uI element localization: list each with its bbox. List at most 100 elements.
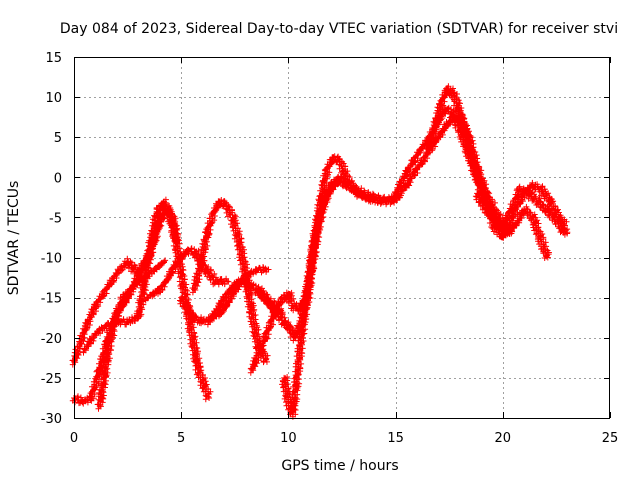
data-point [178, 294, 185, 301]
data-point [124, 258, 131, 265]
data-point [409, 158, 416, 165]
data-point [206, 270, 213, 277]
y-tick-label: 15 [45, 51, 62, 66]
data-point [236, 238, 243, 245]
data-point [424, 146, 431, 153]
data-point [328, 186, 335, 193]
data-point [197, 262, 204, 269]
data-point [191, 286, 198, 293]
data-point [148, 238, 155, 245]
y-tick-label: -25 [41, 372, 62, 387]
data-point [499, 234, 506, 241]
data-point [81, 326, 88, 333]
series-track-4 [94, 257, 169, 412]
data-point [516, 186, 523, 193]
data-point [103, 322, 110, 329]
data-point [285, 398, 292, 405]
data-point [81, 346, 88, 353]
series-markers [69, 203, 182, 407]
data-point [529, 214, 536, 221]
data-point [285, 290, 292, 297]
x-tick-label: 15 [387, 431, 404, 446]
data-point [538, 186, 545, 193]
data-point [240, 278, 247, 285]
data-point [512, 222, 519, 229]
data-point [214, 306, 221, 313]
data-point [448, 110, 455, 117]
data-point [534, 198, 541, 205]
data-point [105, 346, 112, 353]
data-point [287, 326, 294, 333]
data-point [469, 158, 476, 165]
x-tick-label: 5 [177, 431, 185, 446]
data-point [392, 190, 399, 197]
data-points [69, 83, 571, 420]
series-track-12 [288, 111, 516, 314]
data-point [330, 154, 337, 161]
data-point [227, 286, 234, 293]
data-point [371, 194, 378, 201]
data-point [506, 222, 513, 229]
data-point [103, 286, 110, 293]
y-tick-label: -15 [41, 292, 62, 307]
data-point [281, 318, 288, 325]
chart-title: Day 084 of 2023, Sidereal Day-to-day VTE… [60, 21, 618, 37]
data-point [381, 196, 388, 203]
data-point [478, 182, 485, 189]
data-point [161, 198, 168, 205]
data-point [450, 90, 457, 97]
data-point [551, 214, 558, 221]
data-point [109, 326, 116, 333]
data-point [229, 290, 236, 297]
data-point [120, 294, 127, 301]
series-track-3 [80, 196, 169, 356]
series-track-11 [279, 153, 404, 420]
y-tick-label: 5 [54, 131, 62, 146]
series-markers [288, 111, 516, 314]
data-point [274, 310, 281, 317]
data-point [178, 270, 185, 277]
x-axis-label: GPS time / hours [281, 458, 398, 474]
data-point [491, 214, 498, 221]
data-point [150, 290, 157, 297]
data-point [499, 222, 506, 229]
data-point [263, 266, 270, 273]
data-point [161, 258, 168, 265]
data-point [538, 238, 545, 245]
data-point [298, 334, 305, 341]
data-point [291, 334, 298, 341]
x-tick-label: 25 [602, 431, 619, 446]
y-tick-label: -30 [41, 412, 62, 427]
data-point [146, 270, 153, 277]
series-track-5 [142, 245, 232, 304]
data-point [289, 302, 296, 309]
data-point [281, 374, 288, 381]
data-point [564, 230, 571, 237]
data-point [321, 198, 328, 205]
data-point [456, 110, 463, 117]
data-point [135, 278, 142, 285]
data-point [525, 190, 532, 197]
y-tick-label: -5 [49, 211, 62, 226]
series-markers [423, 83, 552, 261]
data-point [474, 190, 481, 197]
data-point [463, 134, 470, 141]
data-point [255, 350, 262, 357]
y-tick-label: -10 [41, 252, 62, 267]
data-point [360, 190, 367, 197]
x-tick-label: 0 [70, 431, 78, 446]
data-point [206, 394, 213, 401]
data-point [221, 294, 228, 301]
data-point [96, 402, 103, 409]
data-point [171, 262, 178, 269]
data-point [126, 286, 133, 293]
data-point [529, 182, 536, 189]
data-point [544, 254, 551, 261]
data-point [113, 270, 120, 277]
data-point [212, 278, 219, 285]
data-point [178, 254, 185, 261]
data-point [154, 206, 161, 213]
data-point [431, 126, 438, 133]
y-tick-label: 10 [45, 91, 62, 106]
